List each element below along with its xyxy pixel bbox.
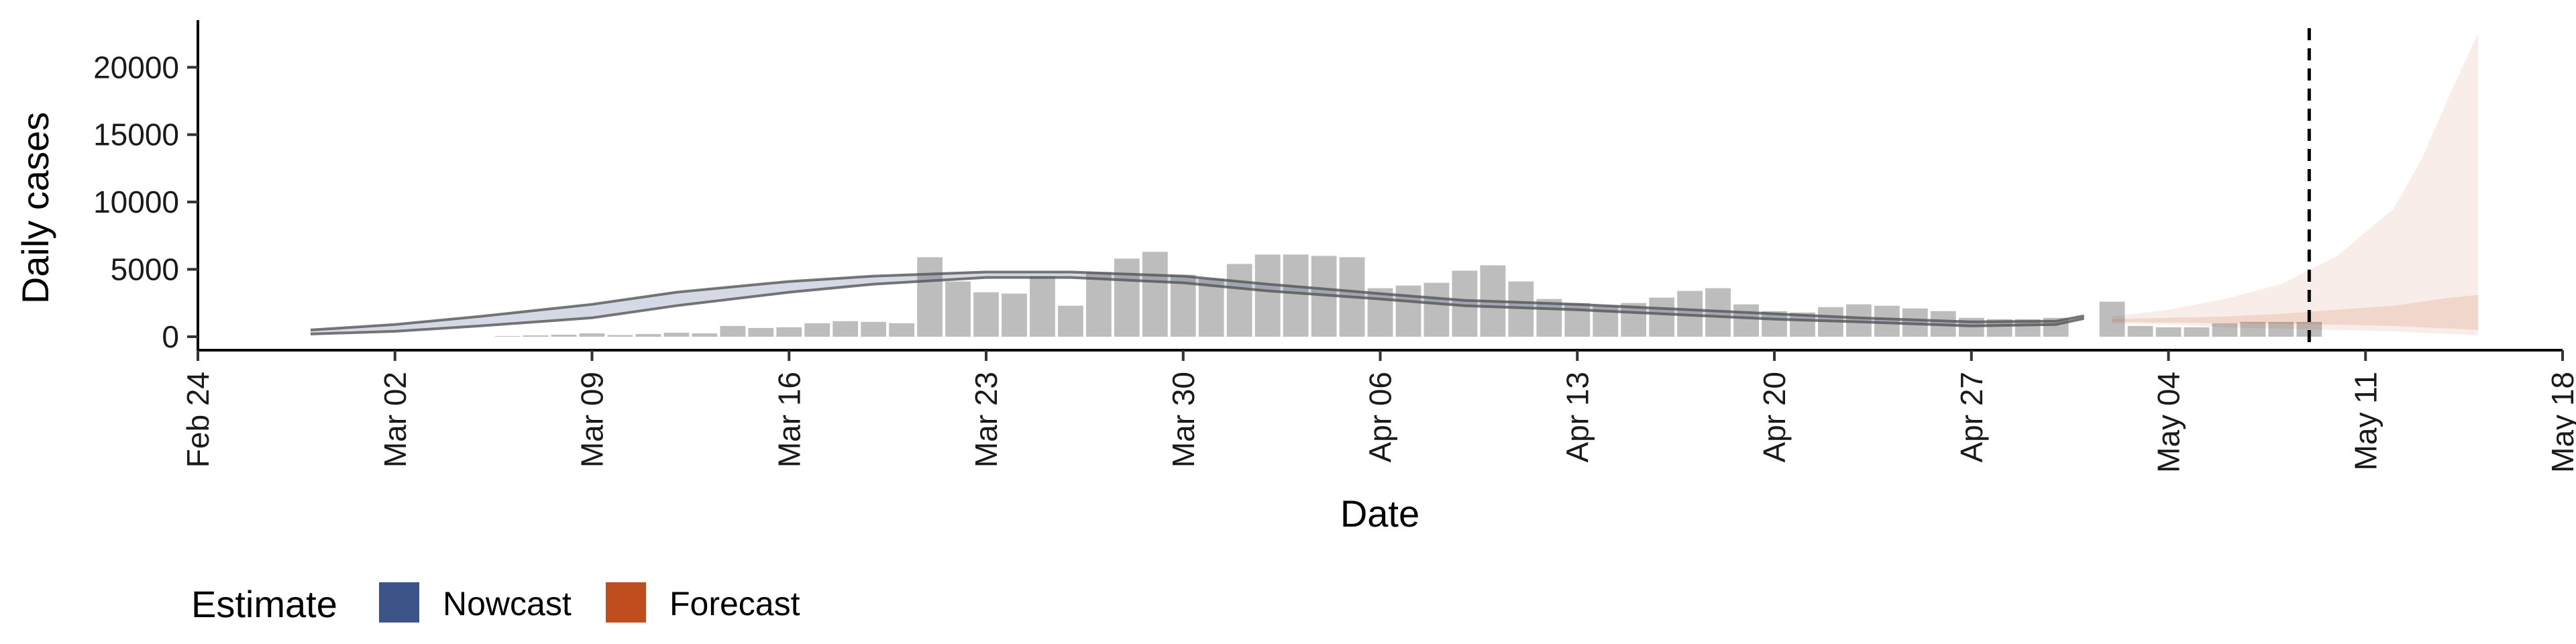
case-bar bbox=[804, 323, 830, 337]
x-tick-label: Mar 30 bbox=[1166, 372, 1201, 468]
case-bar bbox=[692, 333, 718, 337]
case-bar bbox=[1254, 254, 1281, 337]
case-bar bbox=[1198, 278, 1224, 337]
y-axis-title: Daily cases bbox=[14, 112, 56, 304]
case-bar bbox=[1085, 272, 1112, 337]
x-tick-label: May 18 bbox=[2545, 372, 2576, 473]
legend: Estimate Nowcast Forecast bbox=[191, 582, 800, 625]
x-tick-label: May 04 bbox=[2151, 372, 2186, 473]
case-bar bbox=[1170, 274, 1196, 337]
x-tick-label: Apr 06 bbox=[1363, 372, 1398, 463]
case-bar bbox=[494, 335, 521, 337]
case-bar bbox=[2240, 321, 2266, 337]
case-bar bbox=[579, 333, 605, 337]
x-tick-label: Apr 27 bbox=[1954, 372, 1989, 463]
bars-layer bbox=[494, 252, 2322, 337]
case-bar bbox=[663, 332, 690, 337]
ribbons-layer bbox=[310, 34, 2479, 335]
forecast-ribbon-inner bbox=[2112, 294, 2479, 330]
case-bar bbox=[2155, 327, 2182, 337]
y-tick-label: 0 bbox=[162, 319, 179, 354]
legend-swatch-nowcast bbox=[379, 582, 419, 623]
nowcast-upper-line bbox=[310, 270, 2084, 331]
case-bar bbox=[607, 335, 633, 337]
case-bar bbox=[1226, 264, 1252, 337]
case-bar bbox=[889, 323, 914, 337]
case-bar bbox=[2268, 321, 2294, 337]
case-bar bbox=[1536, 299, 1562, 337]
case-bar bbox=[945, 281, 971, 337]
case-bar bbox=[1395, 285, 1421, 337]
case-bar bbox=[2099, 301, 2125, 337]
x-tick-label: Feb 24 bbox=[180, 372, 215, 468]
case-bar bbox=[2127, 325, 2153, 337]
case-bar bbox=[833, 321, 859, 337]
legend-swatch-forecast bbox=[606, 582, 646, 623]
case-bar bbox=[1030, 276, 1055, 337]
y-tick-label: 10000 bbox=[93, 184, 179, 219]
case-bar bbox=[2212, 323, 2238, 337]
lines-layer bbox=[310, 270, 2085, 335]
nowcast-lower-line bbox=[310, 276, 2085, 335]
case-bar bbox=[1733, 304, 1759, 337]
case-bar bbox=[973, 292, 999, 337]
forecast-ribbon-outer bbox=[2112, 34, 2479, 335]
x-tick-label: Mar 23 bbox=[969, 372, 1004, 468]
legend-title: Estimate bbox=[191, 583, 337, 625]
legend-label-forecast: Forecast bbox=[669, 585, 800, 623]
case-bar bbox=[1283, 254, 1309, 337]
legend-label-nowcast: Nowcast bbox=[443, 585, 572, 623]
x-tick-label: Mar 09 bbox=[575, 372, 610, 468]
case-bar bbox=[1874, 305, 1900, 337]
y-tick-label: 5000 bbox=[111, 252, 179, 287]
case-bar bbox=[1114, 258, 1140, 337]
x-tick-label: Mar 02 bbox=[378, 372, 413, 468]
case-bar bbox=[861, 321, 887, 337]
case-bar bbox=[776, 327, 802, 337]
case-bar bbox=[2184, 327, 2210, 337]
case-bar bbox=[1367, 288, 1393, 337]
case-bar bbox=[551, 334, 577, 337]
x-tick-label: May 11 bbox=[2348, 372, 2383, 470]
case-bar bbox=[1142, 252, 1168, 337]
case-bar bbox=[2296, 321, 2322, 337]
x-tick-label: Apr 20 bbox=[1757, 372, 1792, 463]
case-bar bbox=[635, 333, 661, 337]
case-bar bbox=[1058, 305, 1083, 337]
y-ticks: 0 5000 10000 15000 20000 bbox=[93, 50, 198, 354]
x-ticks: Feb 24 Mar 02 Mar 09 Mar 16 Mar 23 Mar 30 Apr … bbox=[180, 350, 2576, 473]
case-bar bbox=[1424, 282, 1450, 337]
y-tick-label: 20000 bbox=[93, 50, 179, 85]
case-bar bbox=[1002, 293, 1027, 337]
case-bar bbox=[720, 325, 746, 337]
case-bar bbox=[917, 257, 943, 337]
case-bar bbox=[523, 335, 549, 337]
case-bar bbox=[1649, 297, 1675, 337]
x-tick-label: Mar 16 bbox=[771, 372, 806, 468]
case-bar bbox=[748, 327, 774, 337]
x-tick-label: Apr 13 bbox=[1560, 372, 1595, 463]
x-axis-title: Date bbox=[1340, 492, 1419, 535]
nowcast-ribbon bbox=[310, 272, 2084, 334]
y-tick-label: 15000 bbox=[93, 117, 179, 152]
